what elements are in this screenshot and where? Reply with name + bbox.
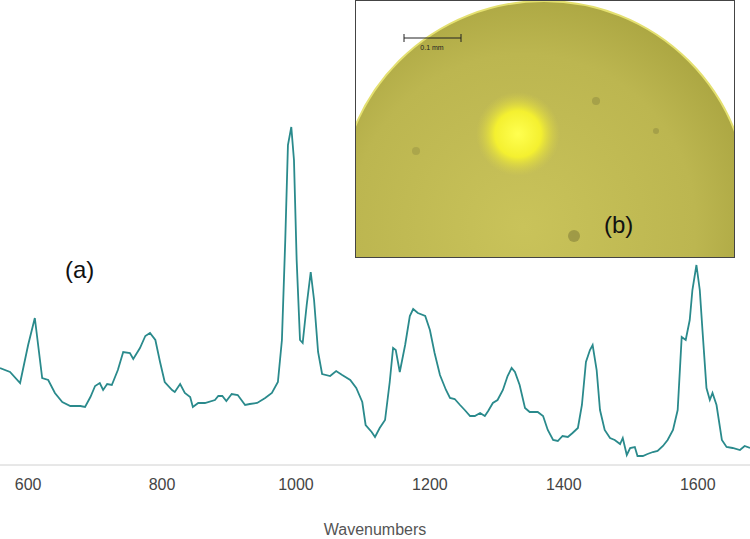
svg-text:1000: 1000 xyxy=(278,476,314,493)
svg-text:1400: 1400 xyxy=(546,476,582,493)
svg-text:1600: 1600 xyxy=(680,476,716,493)
svg-text:0.1 mm: 0.1 mm xyxy=(420,44,444,51)
svg-text:1200: 1200 xyxy=(412,476,448,493)
svg-text:Wavenumbers: Wavenumbers xyxy=(324,521,427,538)
svg-text:600: 600 xyxy=(15,476,42,493)
html-text:(b): (b) xyxy=(604,211,634,238)
svg-text:800: 800 xyxy=(149,476,176,493)
html-text:(a): (a) xyxy=(65,256,95,283)
